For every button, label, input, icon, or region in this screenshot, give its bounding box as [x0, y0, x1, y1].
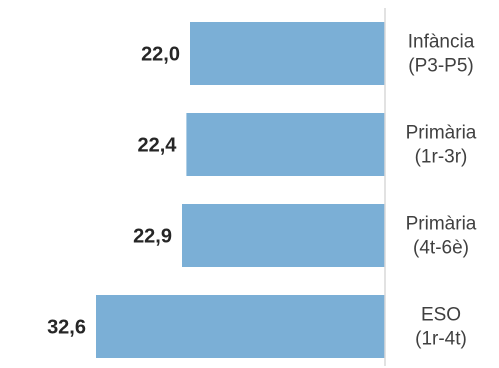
- category-label-0: Infància (P3-P5): [408, 32, 475, 77]
- category-label-1-line-1: (1r-3r): [415, 147, 468, 168]
- category-label-3: ESO (1r-4t): [415, 305, 467, 350]
- bar-3: [96, 295, 385, 358]
- category-label-2-line-0: Primària: [406, 214, 477, 235]
- bars-layer: [96, 22, 385, 358]
- category-label-0-line-0: Infància: [408, 32, 475, 53]
- category-label-1-line-0: Primària: [406, 123, 477, 144]
- value-label-2: 22,9: [133, 226, 172, 248]
- category-label-3-line-0: ESO: [421, 305, 461, 326]
- value-label-1: 22,4: [137, 135, 177, 157]
- value-labels-layer: 22,0 22,4 22,9 32,6: [47, 44, 180, 339]
- value-label-3: 32,6: [47, 317, 86, 339]
- bar-2: [182, 204, 385, 267]
- category-label-0-line-1: (P3-P5): [408, 56, 473, 77]
- category-label-2: Primària (4t-6è): [406, 214, 477, 259]
- bar-0: [190, 22, 385, 85]
- bar-1: [186, 113, 385, 176]
- category-labels-layer: Infància (P3-P5) Primària (1r-3r) Primària (4…: [406, 32, 477, 350]
- value-label-0: 22,0: [141, 44, 180, 66]
- category-label-1: Primària (1r-3r): [406, 123, 477, 168]
- category-label-3-line-1: (1r-4t): [415, 329, 467, 350]
- category-label-2-line-1: (4t-6è): [413, 238, 469, 259]
